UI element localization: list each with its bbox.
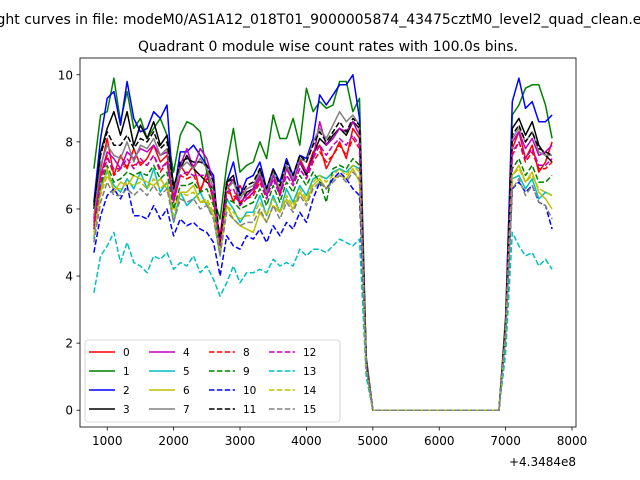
series-line-13 <box>93 231 553 411</box>
legend-label-5: 5 <box>183 366 190 378</box>
y-tick-label: 10 <box>58 68 73 82</box>
x-tick-label: 3000 <box>225 434 256 448</box>
legend-label-2: 2 <box>123 385 130 397</box>
legend-label-3: 3 <box>123 404 130 416</box>
x-tick-label: 2000 <box>158 434 189 448</box>
x-axis-ticks: 1000 2000 3000 4000 5000 6000 7000 8000 <box>92 427 587 448</box>
chart-title: Quadrant 0 module wise count rates with … <box>138 39 518 55</box>
legend-box <box>84 339 341 423</box>
legend-label-8: 8 <box>243 347 250 359</box>
x-tick-label: 1000 <box>92 434 123 448</box>
x-tick-label: 7000 <box>490 434 521 448</box>
legend-label-4: 4 <box>183 347 190 359</box>
y-tick-label: 2 <box>65 337 73 351</box>
series-line-12 <box>93 134 553 411</box>
x-axis-offset-label: +4.3484e8 <box>509 455 576 469</box>
chart-title-line1: Light curves in file: modeM0/AS1A12_018T… <box>0 12 640 28</box>
series-line-15 <box>93 171 553 411</box>
legend-label-9: 9 <box>243 366 250 378</box>
legend-label-11: 11 <box>243 404 256 416</box>
legend-label-15: 15 <box>303 404 316 416</box>
series-line-9 <box>93 157 553 411</box>
y-axis-ticks: 0 2 4 6 8 10 <box>58 68 80 418</box>
legend-label-12: 12 <box>303 347 316 359</box>
legend-label-7: 7 <box>183 404 190 416</box>
y-tick-label: 8 <box>65 135 73 149</box>
legend-label-13: 13 <box>303 366 316 378</box>
legend-label-1: 1 <box>123 366 130 378</box>
legend-label-6: 6 <box>183 385 190 397</box>
series-line-14 <box>93 164 553 411</box>
legend-label-10: 10 <box>243 385 256 397</box>
y-tick-label: 0 <box>65 404 73 418</box>
x-tick-label: 8000 <box>557 434 588 448</box>
x-tick-label: 4000 <box>291 434 322 448</box>
legend-label-0: 0 <box>123 347 130 359</box>
legend-label-14: 14 <box>303 385 317 397</box>
x-tick-label: 5000 <box>358 434 389 448</box>
x-tick-label: 6000 <box>424 434 455 448</box>
axes-frame <box>79 57 577 428</box>
y-tick-label: 4 <box>65 270 73 284</box>
y-tick-label: 6 <box>65 202 73 216</box>
